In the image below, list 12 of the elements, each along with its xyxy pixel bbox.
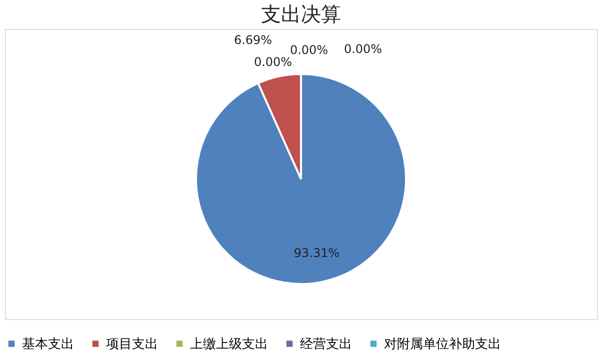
text: 0.00% [254, 55, 292, 69]
pie-slice [195, 73, 407, 285]
text: 0.00% [290, 43, 328, 57]
legend-label: 项目支出 [106, 336, 158, 352]
data-label: 6.69% [234, 33, 272, 47]
legend-label: 对附属单位补助支出 [384, 336, 501, 352]
chart-title: 支出决算 [261, 2, 341, 26]
text: 0.00% [344, 42, 382, 56]
data-label: 93.31% [294, 246, 340, 260]
legend-label: 经营支出 [300, 336, 352, 352]
legend-label: 上缴上级支出 [190, 336, 268, 352]
legend-label: 基本支出 [22, 336, 74, 352]
